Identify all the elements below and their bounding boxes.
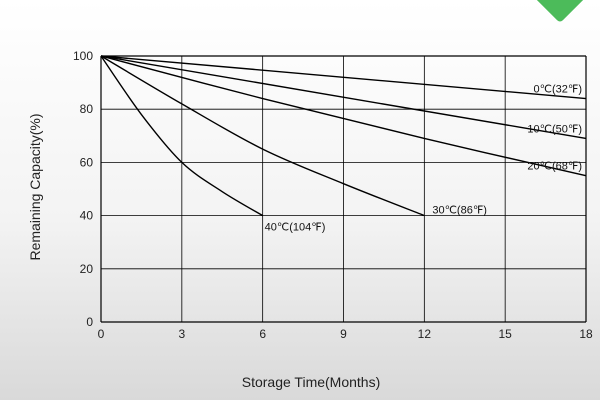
series-line-20c — [100, 55, 587, 177]
x-tick-label: 3 — [178, 327, 185, 341]
x-tick-label: 9 — [340, 327, 347, 341]
x-tick-label: 15 — [498, 327, 512, 341]
series-lines — [100, 55, 587, 217]
series-label-40c: 40℃(104℉) — [265, 222, 326, 234]
y-tick-label: 0 — [86, 315, 93, 329]
series-line-0c — [100, 55, 587, 100]
x-tick-labels: 0 3 6 9 12 15 18 — [98, 327, 593, 341]
x-tick-label: 6 — [259, 327, 266, 341]
x-axis-title: Storage Time(Months) — [242, 374, 381, 390]
series-label-0c: 0℃(32℉) — [533, 84, 582, 96]
series-label-20c: 20℃(68℉) — [527, 161, 582, 173]
series-label-30c: 30℃(86℉) — [432, 205, 487, 217]
series-line-40c — [100, 55, 264, 217]
y-tick-label: 20 — [80, 262, 94, 276]
series-line-10c — [100, 55, 587, 140]
series-line-30c — [100, 55, 425, 217]
x-tick-label: 0 — [98, 327, 105, 341]
x-tick-label: 18 — [579, 327, 593, 341]
y-tick-label: 80 — [80, 102, 94, 116]
y-axis-title: Remaining Capacity(%) — [27, 113, 43, 260]
y-tick-label: 40 — [80, 209, 94, 223]
y-tick-label: 60 — [80, 155, 94, 169]
grid-lines — [100, 55, 587, 323]
series-label-10c: 10℃(50℉) — [527, 123, 582, 135]
x-tick-label: 12 — [418, 327, 432, 341]
y-tick-label: 100 — [73, 49, 93, 63]
y-tick-labels: 0 20 40 60 80 100 — [73, 49, 93, 329]
series-labels: 0℃(32℉) 10℃(50℉) 20℃(68℉) 30℃(86℉) 40℃(104℉) — [265, 84, 582, 234]
